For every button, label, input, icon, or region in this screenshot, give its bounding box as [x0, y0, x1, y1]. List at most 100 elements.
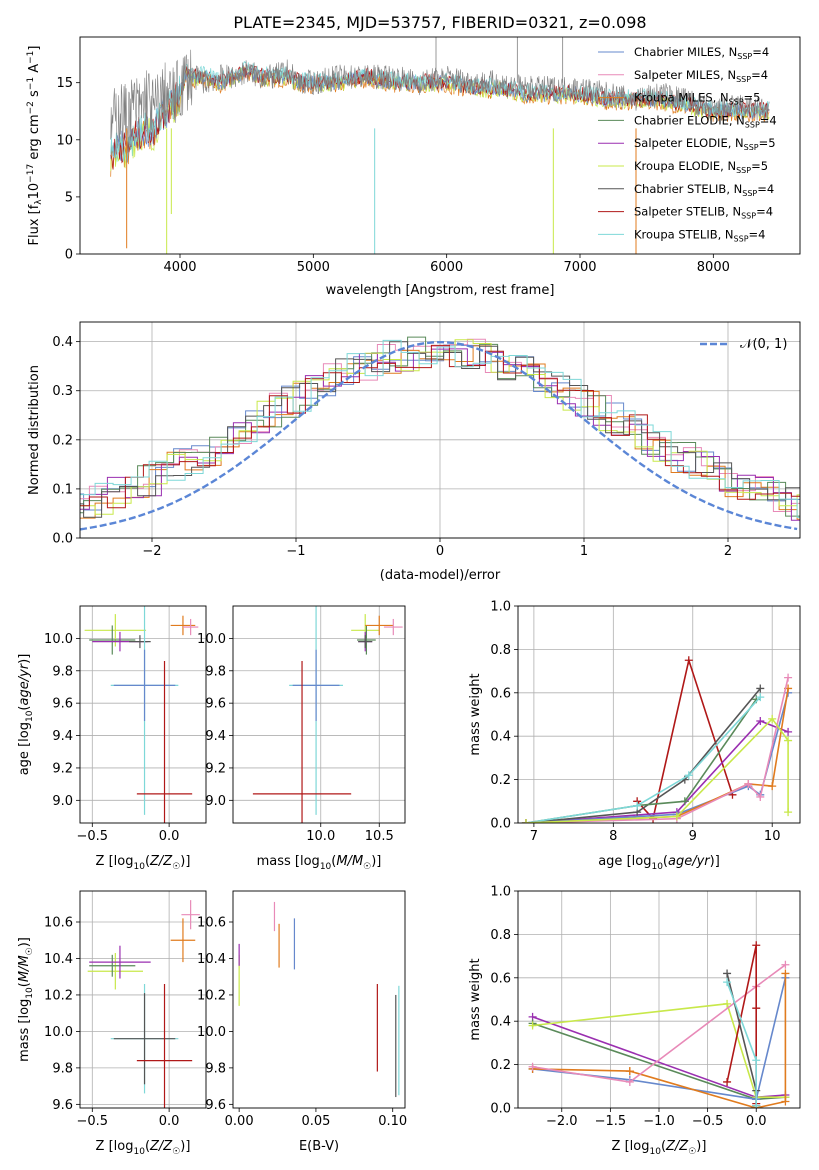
weight-line-salpeter_elodie	[525, 720, 789, 823]
axis-label-part: Z [log	[96, 854, 134, 869]
y-axis-label-part: −2	[26, 101, 36, 114]
x-tick-label: 0.0	[159, 829, 180, 844]
y-tick-label: 9.2	[52, 761, 73, 776]
x-tick-label: 2	[724, 544, 732, 559]
axis-label-part: E(B-V)	[299, 1139, 339, 1154]
legend-label: Chabrier STELIB, NSSP=4	[634, 182, 774, 198]
legend-label-sub: SSP	[741, 212, 756, 221]
mass_vs_Z-panel: −0.5 0.09.69.810.010.210.410.6Z [log10(Z/…	[17, 890, 207, 1157]
plot-frame	[517, 605, 801, 824]
y-tick-label: 10.0	[197, 632, 226, 647]
legend-label-n: =5	[744, 91, 761, 105]
legend-label-n: =4	[760, 113, 777, 127]
weight-marker-salpeter_miles	[744, 779, 753, 788]
weight-lines	[528, 941, 790, 1108]
weight-marker-kroupa_stelib	[756, 693, 765, 702]
x-tick-label: 0.0	[159, 1114, 180, 1129]
y-tick-label: 10.2	[44, 988, 73, 1003]
x-tick-label: 10	[764, 829, 781, 844]
y-tick-label: 10.6	[44, 916, 73, 931]
axis-label-part: M/M	[336, 854, 363, 869]
y-tick-label: 0.2	[490, 773, 511, 788]
legend-label-base: Chabrier MILES, N	[634, 45, 737, 59]
weight-marker-salpeter_miles	[781, 960, 790, 969]
y-axis-label-part: ]	[27, 46, 42, 51]
weight-marker-salpeter_miles	[528, 1062, 537, 1071]
axis-label-part: )]	[180, 1139, 190, 1154]
x-tick-label: −0.5	[77, 829, 109, 844]
y-axis-label: Normed distribution	[27, 365, 42, 495]
y-tick-label: 10.4	[197, 952, 226, 967]
axis-label-part: 10	[25, 987, 35, 999]
legend-label-sub: SSP	[736, 75, 751, 84]
weight-marker-kroupa_miles	[781, 1097, 790, 1106]
y-tick-label: 0.4	[490, 1015, 511, 1030]
axis-label-part: 10	[133, 862, 145, 872]
y-tick-label: 9.6	[52, 1098, 73, 1113]
y-tick-label: 9.2	[205, 761, 226, 776]
axis-label-part: )]	[180, 854, 190, 869]
y-axis-label: mass weight	[468, 958, 483, 1040]
x-tick-label: 0.00	[225, 1114, 254, 1129]
plot-frame	[232, 605, 406, 824]
x-axis-label: age [log10(age/yr)]	[598, 854, 720, 872]
legend-label-n: =4	[749, 227, 766, 241]
legend-label-sub: SSP	[736, 166, 751, 175]
y-tick-label: 5	[65, 190, 73, 205]
histogram-salpeter_elodie	[80, 348, 800, 521]
axis-label-part: (	[17, 706, 32, 711]
weight-lines	[521, 656, 793, 823]
y-axis-label-part: −1	[26, 77, 36, 90]
axis-label-part: Z/Z	[149, 854, 173, 869]
axis-label-part: mass [log	[17, 999, 32, 1062]
y-tick-label: 9.4	[205, 729, 226, 744]
axis-label-part: 10	[25, 710, 35, 722]
x-tick-label: −0.5	[692, 1114, 724, 1129]
legend-label: Kroupa MILES, NSSP=5	[634, 91, 760, 107]
histograms	[80, 336, 800, 531]
histogram-salpeter_stelib	[80, 344, 800, 509]
y-tick-label: 10.0	[197, 1025, 226, 1040]
axis-label-part: 10	[133, 1147, 145, 1157]
weight-marker-kroupa_stelib	[752, 1056, 761, 1065]
weight-marker-salpeter_miles	[625, 1077, 634, 1086]
y-tick-label: 0.2	[490, 1058, 511, 1073]
legend-label: Salpeter STELIB, NSSP=4	[634, 205, 773, 221]
axis-label-part: ☉	[688, 1147, 696, 1157]
axis-label-part: )]	[696, 1139, 706, 1154]
y-tick-label: 0.0	[490, 817, 511, 832]
y-axis-label: mass weight	[468, 673, 483, 755]
mass_vs_ebv-panel: 0.00 0.05 0.10 9.6 9.8 10.0 10.2 10.4 10.6 E(B-V)	[197, 890, 407, 1154]
x-tick-label: −1.5	[595, 1114, 627, 1129]
x-tick-label: 10.0	[306, 829, 335, 844]
legend-label: Salpeter MILES, NSSP=4	[634, 68, 768, 84]
weight-marker-kroupa_stelib	[684, 771, 693, 780]
weight-marker-kroupa_elodie	[672, 812, 681, 821]
spectrum-lines	[110, 37, 770, 254]
weight-marker-kroupa_elodie	[521, 819, 530, 823]
legend-label: Chabrier MILES, NSSP=4	[634, 45, 769, 61]
axis-label-part: (	[331, 854, 336, 869]
normal-curve	[80, 341, 798, 531]
x-axis-label: Z [log10(Z/Z☉)]	[612, 1139, 707, 1157]
weight-line-kroupa_stelib	[726, 981, 757, 1106]
weight-marker-kroupa_elodie	[723, 999, 732, 1008]
legend-label-n: =4	[751, 68, 768, 82]
y-tick-label: 0.4	[52, 335, 73, 350]
y-tick-label: 10	[56, 133, 73, 148]
legend-label-n: =4	[752, 45, 769, 59]
legend-label-n: =5	[759, 136, 776, 150]
legend-label-base: Kroupa STELIB, N	[634, 227, 734, 241]
y-tick-label: 0.3	[52, 384, 73, 399]
legend-label-base: Salpeter ELODIE, N	[634, 136, 744, 150]
y-axis-label-part: erg cm	[27, 114, 42, 163]
y-tick-label: 0.1	[52, 482, 73, 497]
x-axis-label: Z [log10(Z/Z☉)]	[96, 1139, 191, 1157]
x-tick-label: −2.0	[546, 1114, 578, 1129]
legend-label-sub: SSP	[745, 120, 760, 129]
x-axis-label: Z [log10(Z/Z☉)]	[96, 854, 191, 872]
weight-marker-chabrier_elodie	[680, 797, 689, 806]
x-tick-label: −0.5	[77, 1114, 109, 1129]
x-tick-label: 0.05	[301, 1114, 330, 1129]
y-tick-label: 0.6	[490, 686, 511, 701]
